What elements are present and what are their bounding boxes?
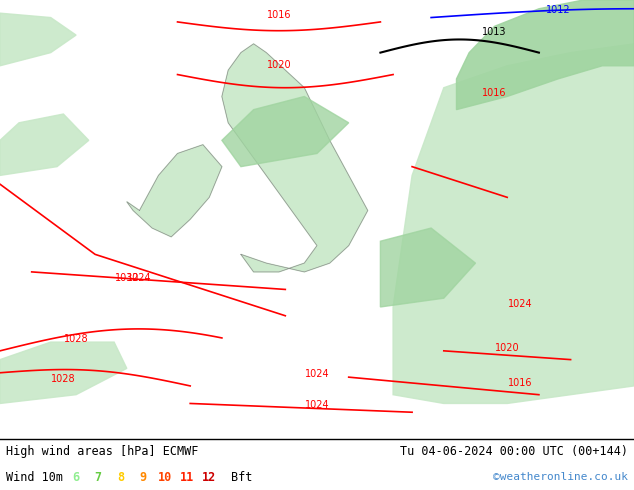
Polygon shape (127, 145, 222, 237)
Text: 1024: 1024 (305, 369, 329, 379)
Text: 1020: 1020 (495, 343, 519, 353)
Text: 6: 6 (72, 470, 80, 484)
Text: 1020: 1020 (267, 60, 291, 70)
Text: 1028: 1028 (64, 334, 88, 344)
Text: 8: 8 (117, 470, 124, 484)
Polygon shape (0, 114, 89, 175)
Text: 10: 10 (158, 470, 172, 484)
Text: Wind 10m: Wind 10m (6, 470, 63, 484)
Text: 1024: 1024 (508, 299, 532, 309)
Polygon shape (222, 97, 349, 167)
Text: 1024: 1024 (305, 400, 329, 410)
Text: 1016: 1016 (508, 378, 532, 388)
Polygon shape (0, 342, 127, 403)
Polygon shape (0, 13, 76, 66)
Text: 1024: 1024 (127, 272, 152, 283)
Text: 11: 11 (180, 470, 194, 484)
Polygon shape (393, 44, 634, 403)
Text: High wind areas [hPa] ECMWF: High wind areas [hPa] ECMWF (6, 445, 198, 458)
Text: 1013: 1013 (482, 27, 507, 37)
Polygon shape (222, 44, 368, 272)
Text: ©weatheronline.co.uk: ©weatheronline.co.uk (493, 472, 628, 482)
Text: 9: 9 (139, 470, 146, 484)
Text: 1032: 1032 (115, 272, 139, 283)
Text: Tu 04-06-2024 00:00 UTC (00+144): Tu 04-06-2024 00:00 UTC (00+144) (399, 445, 628, 458)
Text: 1016: 1016 (482, 89, 507, 98)
Polygon shape (380, 228, 476, 307)
Text: 7: 7 (94, 470, 102, 484)
Text: 12: 12 (202, 470, 216, 484)
Text: 1028: 1028 (51, 373, 75, 384)
Text: 1012: 1012 (546, 5, 570, 15)
Text: Bft: Bft (231, 470, 253, 484)
Polygon shape (456, 0, 634, 110)
Text: 1016: 1016 (267, 10, 291, 20)
